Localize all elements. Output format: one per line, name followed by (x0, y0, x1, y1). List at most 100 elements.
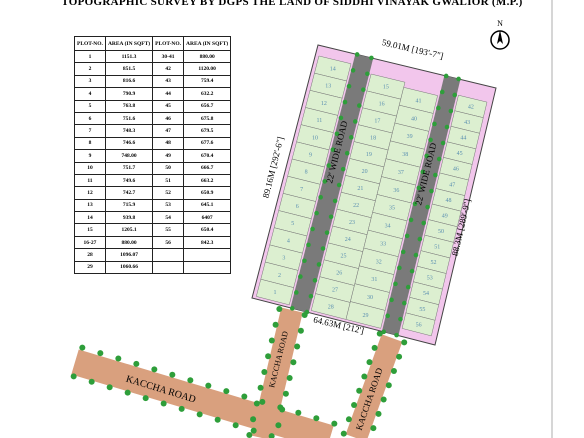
plot-number: 24 (345, 237, 351, 243)
north-arrow (497, 30, 503, 44)
tree (330, 147, 336, 152)
table-cell: 7 (74, 124, 106, 138)
tree (312, 278, 318, 283)
tree (314, 210, 319, 216)
tree (241, 393, 248, 400)
plot-number: 55 (419, 307, 425, 313)
tree (440, 140, 446, 146)
tree (439, 89, 445, 95)
tree (350, 68, 356, 73)
plot-number: 26 (336, 271, 342, 277)
tree (409, 268, 415, 274)
plot-number: 9 (309, 152, 312, 158)
plot-number: 36 (393, 188, 399, 194)
tree (331, 420, 338, 427)
table-cell: 677.6 (183, 136, 232, 151)
tree (424, 153, 429, 159)
tree (361, 87, 366, 92)
tree (214, 416, 221, 423)
table-row: 6 751.6 46 675.8 (74, 111, 232, 126)
plot-number: 17 (374, 118, 380, 124)
tree (397, 265, 402, 271)
tree (313, 415, 320, 422)
tree (306, 242, 311, 248)
tree (443, 73, 449, 79)
plot-number: 44 (460, 136, 466, 142)
plot-number: 19 (366, 152, 372, 158)
tree (286, 375, 293, 382)
plot-number: 2 (278, 273, 281, 279)
plot-number: 31 (371, 277, 377, 283)
kaccha-road (71, 349, 334, 438)
tree (318, 194, 323, 200)
tree (390, 367, 397, 374)
plot (256, 278, 294, 306)
plot-number: 40 (411, 116, 417, 122)
tree (389, 297, 394, 303)
tree (412, 201, 418, 207)
table-row: 28 1096.07 (74, 248, 232, 262)
tree (371, 344, 378, 351)
plot-number: 34 (385, 224, 391, 230)
tree (79, 344, 86, 351)
plot-number: 38 (402, 152, 408, 158)
table-row: 13 715.9 53 645.1 (74, 198, 232, 213)
table-row: 29 1060.66 (74, 260, 232, 275)
tree (385, 382, 392, 389)
table-row: 8 746.6 48 677.6 (74, 136, 232, 151)
tree (276, 305, 283, 312)
tree (151, 366, 158, 373)
tree (298, 274, 303, 279)
table-cell: 55 (152, 223, 185, 237)
tree (106, 384, 113, 391)
plot-number: 11 (317, 118, 323, 124)
plot-number: 33 (380, 241, 386, 247)
plot-number: 21 (357, 186, 363, 192)
tree (376, 330, 383, 337)
plot-number: 54 (423, 291, 429, 297)
table-row: 12 742.7 52 650.9 (74, 186, 232, 200)
tree (340, 166, 346, 172)
plot-number: 41 (415, 98, 421, 104)
table-row: 3 816.6 43 759.4 (74, 74, 232, 89)
table-cell: 939.8 (104, 211, 154, 225)
table-cell: 650.9 (183, 186, 232, 200)
tree (133, 360, 140, 367)
tree (246, 431, 253, 438)
table-cell: 663.2 (183, 173, 232, 188)
tree (115, 355, 122, 362)
north-label: N (497, 19, 503, 28)
plot-number: 53 (427, 276, 433, 282)
tree (456, 76, 461, 82)
plot-number: 15 (383, 85, 389, 91)
tree (142, 395, 149, 402)
table-row: 7 748.3 47 679.5 (74, 124, 232, 138)
tree (448, 108, 454, 114)
tree (304, 309, 310, 315)
tree (400, 249, 406, 255)
dimension-label: 59.01M [193'-7"] (381, 37, 444, 61)
table-cell: 1205.1 (104, 223, 154, 237)
tree (268, 433, 275, 438)
table-cell: 880.00 (104, 235, 154, 250)
table-cell: 748.00 (104, 149, 154, 163)
table-cell: 880.00 (183, 49, 232, 64)
tree (326, 163, 332, 168)
tree (187, 377, 194, 384)
plot-number: 51 (434, 245, 440, 251)
tree (428, 137, 433, 143)
plot-number: 3 (282, 256, 285, 262)
tree (401, 339, 408, 346)
table-cell: 10 (74, 161, 106, 175)
tree (223, 388, 230, 395)
table-cell: 751.7 (104, 161, 154, 175)
tree (268, 337, 275, 344)
tree (396, 353, 403, 360)
plot-number: 7 (300, 187, 303, 193)
table-row: 11 749.6 51 663.2 (74, 173, 232, 188)
table-cell (183, 260, 232, 275)
tree (316, 262, 322, 267)
tree (332, 198, 338, 204)
